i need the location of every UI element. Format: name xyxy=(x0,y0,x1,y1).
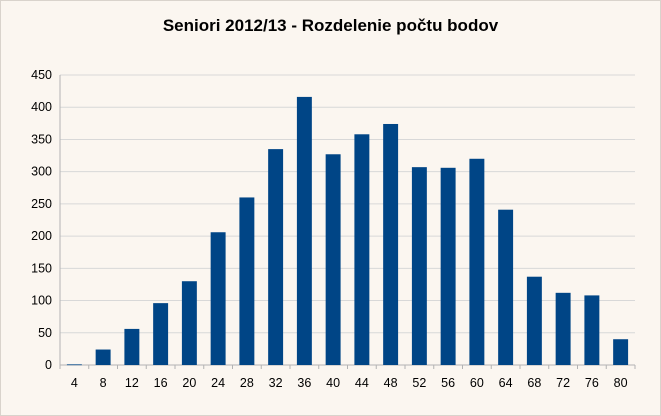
y-tick-label: 150 xyxy=(31,261,52,275)
bar xyxy=(613,339,629,365)
x-tick-label: 64 xyxy=(499,376,513,390)
y-tick-label: 350 xyxy=(31,132,52,146)
bar xyxy=(498,209,514,365)
bar xyxy=(296,96,312,366)
bar xyxy=(268,149,284,365)
bar xyxy=(124,328,140,365)
x-tick-label: 28 xyxy=(240,376,254,390)
y-tick-label: 450 xyxy=(31,68,52,82)
x-tick-label: 52 xyxy=(412,376,426,390)
x-tick-label: 56 xyxy=(441,376,455,390)
bar xyxy=(584,295,600,365)
bar xyxy=(325,154,341,365)
y-tick-label: 300 xyxy=(31,165,52,179)
x-tick-label: 80 xyxy=(614,376,628,390)
x-tick-label: 44 xyxy=(355,376,369,390)
bar xyxy=(440,167,456,365)
x-tick-label: 72 xyxy=(556,376,570,390)
bar xyxy=(354,134,370,365)
y-tick-label: 100 xyxy=(31,294,52,308)
bar xyxy=(469,158,485,365)
x-tick-label: 36 xyxy=(297,376,311,390)
bar xyxy=(66,364,82,366)
bar xyxy=(383,123,399,365)
y-tick-label: 200 xyxy=(31,229,52,243)
x-tick-label: 76 xyxy=(585,376,599,390)
x-tick-label: 12 xyxy=(125,376,139,390)
bar xyxy=(153,303,169,365)
y-tick-label: 400 xyxy=(31,100,52,114)
bar xyxy=(239,197,255,365)
x-tick-label: 68 xyxy=(527,376,541,390)
x-tick-label: 24 xyxy=(211,376,225,390)
chart-title: Seniori 2012/13 - Rozdelenie počtu bodov xyxy=(162,16,499,35)
x-tick-label: 48 xyxy=(384,376,398,390)
x-tick-label: 20 xyxy=(182,376,196,390)
bar xyxy=(181,281,197,365)
x-tick-label: 60 xyxy=(470,376,484,390)
bar xyxy=(555,292,571,365)
x-tick-label: 40 xyxy=(326,376,340,390)
bar xyxy=(526,276,542,365)
bar xyxy=(95,349,111,365)
x-tick-label: 4 xyxy=(71,376,78,390)
x-tick-label: 16 xyxy=(154,376,168,390)
x-tick-label: 32 xyxy=(269,376,283,390)
y-tick-label: 0 xyxy=(45,358,52,372)
y-tick-label: 50 xyxy=(38,326,52,340)
bar xyxy=(411,167,427,365)
x-tick-label: 8 xyxy=(100,376,107,390)
y-tick-label: 250 xyxy=(31,197,52,211)
bar xyxy=(210,232,226,365)
